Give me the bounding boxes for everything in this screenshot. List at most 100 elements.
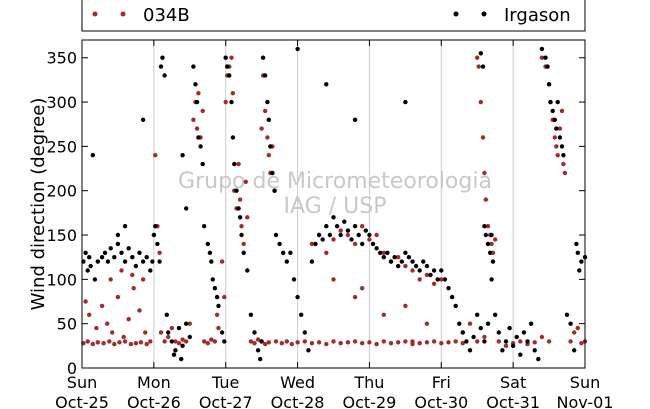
data-point <box>417 341 422 346</box>
data-point <box>485 241 491 247</box>
data-point <box>500 348 505 353</box>
data-point <box>92 277 98 282</box>
data-point <box>108 246 113 251</box>
data-point <box>291 277 297 282</box>
data-point <box>277 241 282 247</box>
data-point <box>475 55 480 60</box>
data-point <box>489 277 494 282</box>
data-point <box>173 348 178 353</box>
x-tick-label-date: Oct-27 <box>199 393 253 409</box>
data-point <box>157 259 162 264</box>
legend-marker-034b-2 <box>120 11 126 17</box>
data-point <box>428 272 433 278</box>
legend: 034B Irgason <box>81 0 586 32</box>
data-point <box>95 340 101 345</box>
data-point <box>130 255 135 260</box>
data-point <box>239 224 244 229</box>
data-point <box>316 232 322 238</box>
data-point <box>130 272 135 278</box>
data-point <box>143 330 148 335</box>
data-point <box>485 224 491 229</box>
data-point <box>367 232 372 238</box>
data-point <box>122 224 128 229</box>
data-point <box>196 135 201 140</box>
data-point <box>324 224 329 229</box>
y-axis-label: Wind direction (degree) <box>28 98 49 311</box>
data-point <box>259 126 264 131</box>
legend-marker-034b-1 <box>92 11 98 17</box>
data-point <box>184 206 189 211</box>
data-point <box>490 259 496 264</box>
data-point <box>399 259 404 264</box>
data-point <box>518 352 523 357</box>
legend-frame <box>81 0 586 32</box>
data-point <box>324 82 329 87</box>
vertical-grid <box>153 40 514 368</box>
data-point <box>194 126 200 131</box>
data-point <box>155 241 160 247</box>
data-point <box>180 337 185 342</box>
data-point <box>367 340 372 345</box>
data-point <box>410 259 415 264</box>
data-point <box>561 161 566 167</box>
data-point <box>212 286 218 291</box>
data-point <box>119 268 124 273</box>
data-point <box>241 241 246 247</box>
data-point <box>475 312 480 317</box>
data-point <box>439 277 444 282</box>
data-point <box>191 64 196 69</box>
data-point <box>363 228 368 233</box>
data-point <box>562 170 568 176</box>
data-point <box>478 99 483 105</box>
y-axis-ticks: 0 50 100 150 200 250 300 350 <box>46 49 585 378</box>
data-point <box>528 321 534 326</box>
data-point <box>572 330 577 335</box>
data-point <box>525 339 530 344</box>
data-point <box>575 325 580 331</box>
data-point <box>265 135 270 140</box>
data-point <box>453 303 458 309</box>
data-point <box>431 339 437 344</box>
y-tick-label: 350 <box>46 49 77 68</box>
data-point <box>424 272 430 278</box>
data-point <box>360 286 365 291</box>
x-tick-label-day: Thu <box>353 373 384 392</box>
data-point <box>367 237 372 242</box>
data-point <box>356 232 361 238</box>
x-tick-label-day: Sun <box>570 373 600 392</box>
data-point <box>574 241 579 247</box>
data-point <box>87 255 92 260</box>
data-point <box>121 334 126 340</box>
data-point <box>252 341 257 346</box>
data-point <box>561 153 566 158</box>
data-point <box>518 339 523 344</box>
data-point <box>489 232 494 238</box>
data-point <box>478 325 483 331</box>
y-tick-label: 300 <box>46 93 77 112</box>
data-point <box>99 303 105 309</box>
data-point <box>552 135 557 140</box>
data-point <box>133 341 139 346</box>
data-point <box>548 99 553 105</box>
data-point <box>164 312 169 317</box>
data-point <box>153 224 158 229</box>
data-point <box>381 312 386 317</box>
data-point <box>279 341 284 346</box>
data-point <box>87 312 92 317</box>
data-point <box>424 321 430 326</box>
data-point <box>496 339 501 344</box>
data-point <box>352 224 358 229</box>
y-tick-label: 0 <box>67 359 77 378</box>
data-point <box>179 356 184 362</box>
data-point <box>266 117 271 123</box>
y-tick-label: 150 <box>46 226 77 245</box>
data-point <box>557 126 563 131</box>
x-axis-ticks: SunOct-25MonOct-26TueOct-27WedOct-28ThuO… <box>55 40 613 409</box>
data-point <box>342 219 347 224</box>
data-point <box>137 308 142 313</box>
x-tick-label-day: Mon <box>137 373 171 392</box>
data-point <box>237 197 243 202</box>
data-point <box>475 339 480 344</box>
data-point <box>489 241 494 247</box>
data-point <box>554 144 559 149</box>
